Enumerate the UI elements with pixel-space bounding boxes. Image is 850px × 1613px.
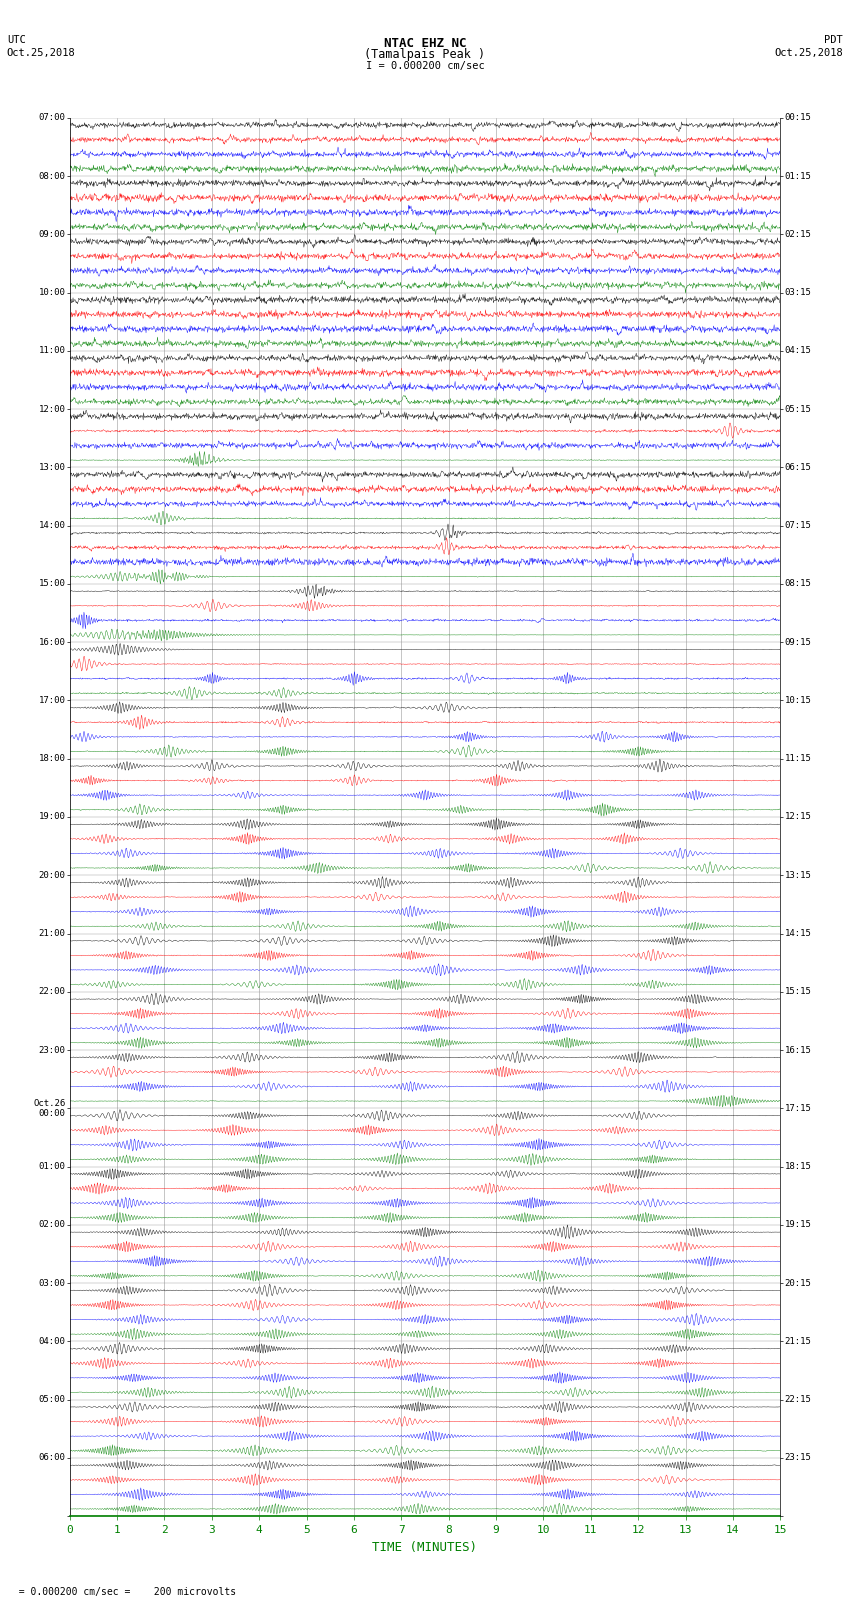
Text: = 0.000200 cm/sec =    200 microvolts: = 0.000200 cm/sec = 200 microvolts xyxy=(7,1587,236,1597)
Text: Oct.25,2018: Oct.25,2018 xyxy=(7,48,76,58)
Text: UTC: UTC xyxy=(7,35,26,45)
Text: PDT: PDT xyxy=(824,35,843,45)
X-axis label: TIME (MINUTES): TIME (MINUTES) xyxy=(372,1540,478,1553)
Text: Oct.25,2018: Oct.25,2018 xyxy=(774,48,843,58)
Text: (Tamalpais Peak ): (Tamalpais Peak ) xyxy=(365,48,485,61)
Text: I = 0.000200 cm/sec: I = 0.000200 cm/sec xyxy=(366,61,484,71)
Text: NTAC EHZ NC: NTAC EHZ NC xyxy=(383,37,467,50)
